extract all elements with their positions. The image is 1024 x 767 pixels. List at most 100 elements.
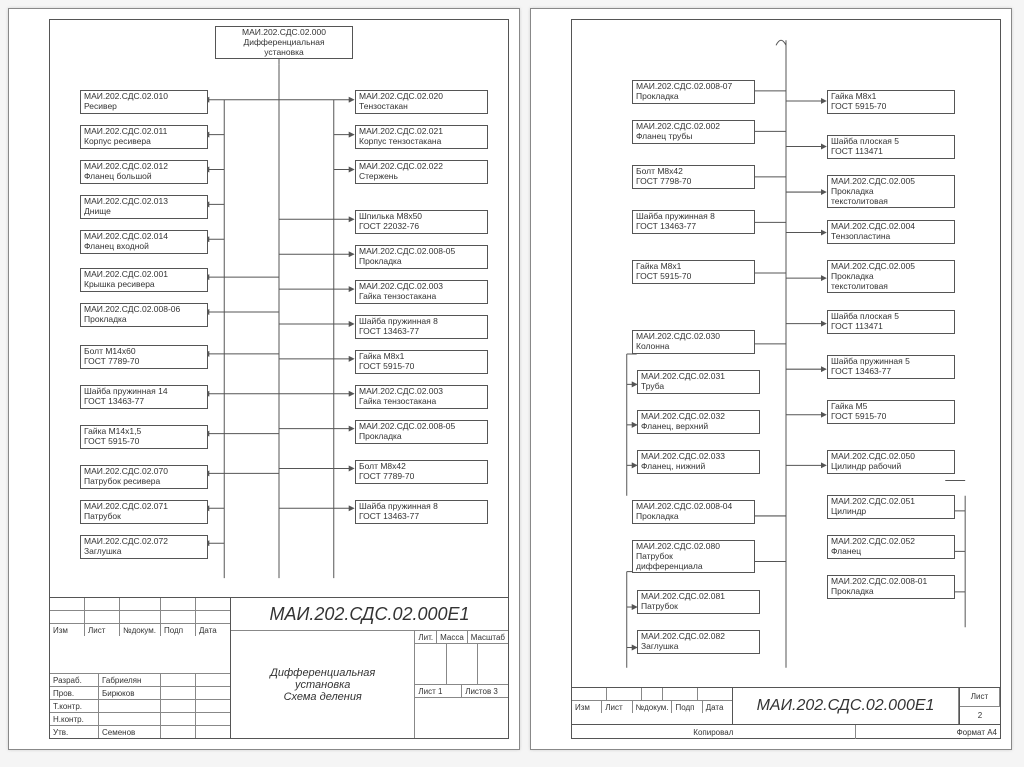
sig-sign bbox=[161, 726, 196, 738]
node-line2: Фланец трубы bbox=[636, 132, 751, 142]
node-line2: Патрубок ресивера bbox=[84, 477, 204, 487]
node-line2: ГОСТ 113471 bbox=[831, 322, 951, 332]
node-line2: Прокладка bbox=[84, 315, 204, 325]
tree-node: МАИ.202.СДС.02.005Прокладкатекстолитовая bbox=[827, 175, 955, 208]
page2-diagram: МАИ.202.СДС.02.008-07Прокладка МАИ.202.СД… bbox=[572, 20, 1000, 688]
node-line2: Корпус ресивера bbox=[84, 137, 204, 147]
tb-izm: Изм bbox=[50, 624, 85, 636]
tb2-kopiroval: Копировал bbox=[572, 725, 856, 739]
node-line2: Цилиндр рабочий bbox=[831, 462, 951, 472]
tree-node: МАИ.202.СДС.02.020Тензостакан bbox=[355, 90, 488, 114]
sig-name: Бирюков bbox=[99, 687, 161, 699]
tree-node: Гайка М8х1ГОСТ 5915-70 bbox=[355, 350, 488, 374]
tree-node: МАИ.202.СДС.02.008-05Прокладка bbox=[355, 420, 488, 444]
signature-row: Утв.Семенов bbox=[50, 725, 230, 738]
node-line2: Фланец входной bbox=[84, 242, 204, 252]
tree-node: МАИ.202.СДС.02.022Стержень bbox=[355, 160, 488, 184]
node-line2: Тензостакан bbox=[359, 102, 484, 112]
page1-diagram: МАИ.202.СДС.02.000 Дифференциальная уста… bbox=[50, 20, 508, 598]
node-line2: Заглушка bbox=[84, 547, 204, 557]
sig-role: Утв. bbox=[50, 726, 99, 738]
tb2-list-no: 2 bbox=[960, 707, 1000, 725]
node-line2: Прокладка bbox=[831, 587, 951, 597]
signature-row: Разраб.Габриелян bbox=[50, 674, 230, 686]
tree-node: Болт М8х42ГОСТ 7789-70 bbox=[355, 460, 488, 484]
node-line3: текстолитовая bbox=[831, 282, 951, 292]
sig-date bbox=[196, 713, 230, 725]
node-line2: Цилиндр bbox=[831, 507, 951, 517]
tree-node: МАИ.202.СДС.02.002Фланец трубы bbox=[632, 120, 755, 144]
node-line2: ГОСТ 5915-70 bbox=[636, 272, 751, 282]
node-line2: ГОСТ 5915-70 bbox=[831, 412, 951, 422]
tb2-data: Дата bbox=[703, 701, 732, 713]
sig-date bbox=[196, 674, 230, 686]
node-line3: текстолитовая bbox=[831, 197, 951, 207]
node-line2: ГОСТ 13463-77 bbox=[831, 367, 951, 377]
tree-node: МАИ.202.СДС.02.081Патрубок bbox=[637, 590, 760, 614]
tb-right: МАИ.202.СДС.02.000Е1 Дифференциальная ус… bbox=[231, 598, 508, 738]
node-line2: ГОСТ 113471 bbox=[831, 147, 951, 157]
tree-node: МАИ.202.СДС.02.003Гайка тензостакана bbox=[355, 385, 488, 409]
tree-node: МАИ.202.СДС.02.004Тензопластина bbox=[827, 220, 955, 244]
tb-mashtab: Масштаб bbox=[468, 631, 508, 643]
node-line2: Патрубок bbox=[641, 602, 756, 612]
node-line2: ГОСТ 13463-77 bbox=[359, 512, 484, 522]
sig-role: Разраб. bbox=[50, 674, 99, 686]
node-line2: Фланец, нижний bbox=[641, 462, 756, 472]
tb-listov: Листов 3 bbox=[462, 685, 508, 697]
tree-node: МАИ.202.СДС.02.031Труба bbox=[637, 370, 760, 394]
node-line2: Фланец bbox=[831, 547, 951, 557]
page2-title-block: Изм Лист №докум. Подп Дата МАИ.202.СДС.0… bbox=[572, 687, 1000, 738]
tree-node: МАИ.202.СДС.02.008-07Прокладка bbox=[632, 80, 755, 104]
node-line2: ГОСТ 5915-70 bbox=[831, 102, 951, 112]
tree-node: МАИ.202.СДС.02.001Крышка ресивера bbox=[80, 268, 208, 292]
node-line2: Патрубок bbox=[84, 512, 204, 522]
page2-frame: МАИ.202.СДС.02.008-07Прокладка МАИ.202.СД… bbox=[571, 19, 1001, 739]
tree-node: Гайка М8х1ГОСТ 5915-70 bbox=[632, 260, 755, 284]
tree-node: Шайба плоская 5ГОСТ 113471 bbox=[827, 135, 955, 159]
root-node: МАИ.202.СДС.02.000 Дифференциальная уста… bbox=[215, 26, 353, 59]
page1-title-block: Изм Лист №докум. Подп Дата Разраб.Габрие… bbox=[50, 597, 508, 738]
node-line2: Прокладка bbox=[359, 432, 484, 442]
node-line2: ГОСТ 13463-77 bbox=[359, 327, 484, 337]
drawing-page-2: МАИ.202.СДС.02.008-07Прокладка МАИ.202.СД… bbox=[530, 8, 1012, 750]
sig-name: Семенов bbox=[99, 726, 161, 738]
node-line2: Прокладка bbox=[636, 512, 751, 522]
node-line2: ГОСТ 5915-70 bbox=[359, 362, 484, 372]
signature-row: Пров.Бирюков bbox=[50, 686, 230, 699]
sig-role: Пров. bbox=[50, 687, 99, 699]
tree-node: МАИ.202.СДС.02.080Патрубокдифференциала bbox=[632, 540, 755, 573]
tree-node: МАИ.202.СДС.02.010Ресивер bbox=[80, 90, 208, 114]
sig-name bbox=[99, 700, 161, 712]
tree-node: МАИ.202.СДС.02.008-06Прокладка bbox=[80, 303, 208, 327]
tb-data: Дата bbox=[196, 624, 230, 636]
tb-list: Лист bbox=[85, 624, 120, 636]
tb-podp: Подп bbox=[161, 624, 196, 636]
tree-node: МАИ.202.СДС.02.013Днище bbox=[80, 195, 208, 219]
tb-lit: Лит. bbox=[415, 631, 437, 643]
node-line2: Ресивер bbox=[84, 102, 204, 112]
tree-node: МАИ.202.СДС.02.051Цилиндр bbox=[827, 495, 955, 519]
tree-node: Шайба пружинная 5ГОСТ 13463-77 bbox=[827, 355, 955, 379]
node-line2: Гайка тензостакана bbox=[359, 292, 484, 302]
node-line2: Крышка ресивера bbox=[84, 280, 204, 290]
node-line2: Корпус тензостакана bbox=[359, 137, 484, 147]
page2-code: МАИ.202.СДС.02.000Е1 bbox=[733, 688, 959, 724]
tree-node: Гайка М8х1ГОСТ 5915-70 bbox=[827, 90, 955, 114]
tree-node: МАИ.202.СДС.02.030Колонна bbox=[632, 330, 755, 354]
tree-node: МАИ.202.СДС.02.070Патрубок ресивера bbox=[80, 465, 208, 489]
tb2-list: Лист bbox=[602, 701, 632, 713]
node-line2: ГОСТ 5915-70 bbox=[84, 437, 204, 447]
tb2-ndoc: №докум. bbox=[633, 701, 673, 713]
sig-sign bbox=[161, 700, 196, 712]
tree-node: МАИ.202.СДС.02.082Заглушка bbox=[637, 630, 760, 654]
tree-node: МАИ.202.СДС.02.032Фланец, верхний bbox=[637, 410, 760, 434]
node-line3: дифференциала bbox=[636, 562, 751, 572]
tree-node: Шайба плоская 5ГОСТ 113471 bbox=[827, 310, 955, 334]
tree-node: МАИ.202.СДС.02.005Прокладкатекстолитовая bbox=[827, 260, 955, 293]
sig-sign bbox=[161, 713, 196, 725]
tree-node: МАИ.202.СДС.02.008-05Прокладка bbox=[355, 245, 488, 269]
sig-date bbox=[196, 700, 230, 712]
sig-name: Габриелян bbox=[99, 674, 161, 686]
tree-node: МАИ.202.СДС.02.012Фланец большой bbox=[80, 160, 208, 184]
